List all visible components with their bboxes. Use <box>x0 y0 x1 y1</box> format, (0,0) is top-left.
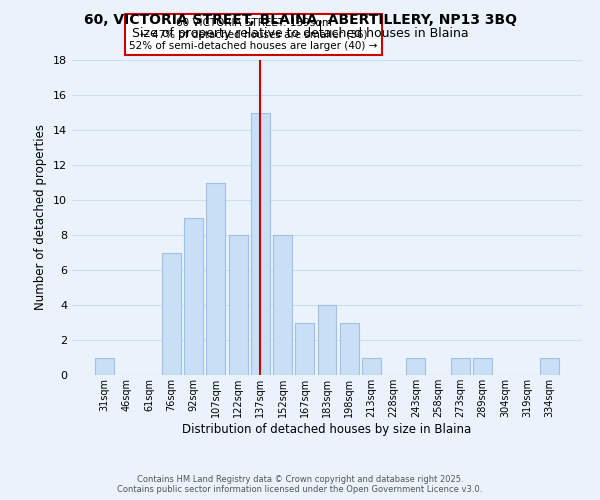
Text: 60, VICTORIA STREET, BLAINA, ABERTILLERY, NP13 3BQ: 60, VICTORIA STREET, BLAINA, ABERTILLERY… <box>83 12 517 26</box>
Bar <box>251 112 270 375</box>
Bar <box>473 358 492 375</box>
Bar <box>229 235 248 375</box>
Bar <box>95 358 114 375</box>
Bar <box>162 252 181 375</box>
Bar <box>406 358 425 375</box>
Text: Contains HM Land Registry data © Crown copyright and database right 2025.
Contai: Contains HM Land Registry data © Crown c… <box>118 474 482 494</box>
Bar <box>317 305 337 375</box>
Bar <box>451 358 470 375</box>
Bar <box>540 358 559 375</box>
Bar <box>340 322 359 375</box>
Text: 60 VICTORIA STREET: 139sqm
← 47% of detached houses are smaller (36)
52% of semi: 60 VICTORIA STREET: 139sqm ← 47% of deta… <box>130 18 378 52</box>
Bar <box>362 358 381 375</box>
X-axis label: Distribution of detached houses by size in Blaina: Distribution of detached houses by size … <box>182 422 472 436</box>
Y-axis label: Number of detached properties: Number of detached properties <box>34 124 47 310</box>
Bar <box>206 182 225 375</box>
Bar <box>184 218 203 375</box>
Bar <box>295 322 314 375</box>
Text: Size of property relative to detached houses in Blaina: Size of property relative to detached ho… <box>131 28 469 40</box>
Bar <box>273 235 292 375</box>
